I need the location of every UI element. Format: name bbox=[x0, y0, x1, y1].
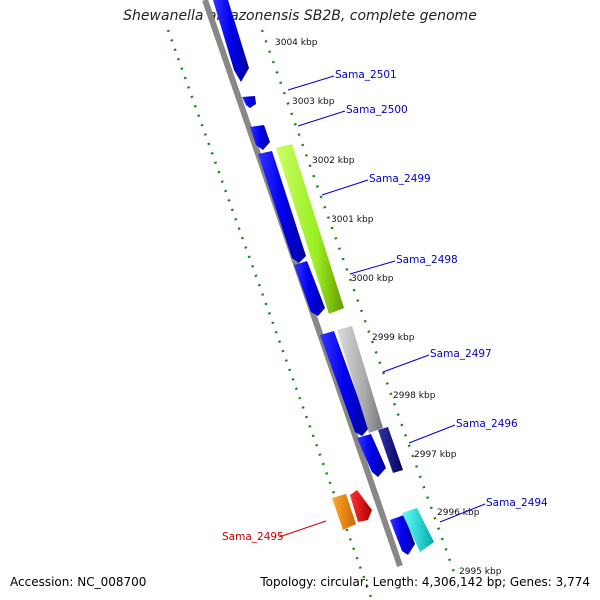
gene-label-sama-2497[interactable]: Sama_2497 bbox=[430, 348, 492, 360]
tick-label: 3001 kbp bbox=[331, 215, 374, 225]
tick-label: 2999 kbp bbox=[372, 333, 415, 343]
gc-content-track bbox=[166, 29, 374, 600]
leader-sama-2501 bbox=[287, 75, 335, 91]
leader-sama-2500 bbox=[297, 110, 346, 127]
gene-label-sama-2501[interactable]: Sama_2501 bbox=[335, 69, 397, 81]
gene-label-leaders bbox=[278, 75, 486, 538]
leader-sama-2499 bbox=[321, 179, 369, 196]
gene-feature-sama-2499-cds[interactable] bbox=[258, 151, 306, 263]
gene-features bbox=[213, 0, 434, 555]
gene-label-sama-2496[interactable]: Sama_2496 bbox=[456, 418, 518, 430]
gene-feature-sama-2495[interactable] bbox=[332, 494, 356, 530]
leader-sama-2498 bbox=[349, 260, 396, 275]
gene-label-sama-2500[interactable]: Sama_2500 bbox=[346, 104, 408, 116]
genome-summary-text: Topology: circular; Length: 4,306,142 bp… bbox=[260, 575, 590, 589]
gene-feature-sama-2496[interactable] bbox=[378, 427, 403, 473]
leader-sama-2494 bbox=[439, 503, 486, 523]
tick-label: 2996 kbp bbox=[437, 508, 480, 518]
gene-feature-sama-2496-cds[interactable] bbox=[357, 434, 386, 477]
tick-label: 2997 kbp bbox=[414, 450, 457, 460]
gene-feature-sama-2499[interactable] bbox=[276, 144, 344, 314]
gene-feature-sama-2494[interactable] bbox=[402, 508, 434, 552]
gene-label-sama-2498[interactable]: Sama_2498 bbox=[396, 254, 458, 266]
tick-label: 3002 kbp bbox=[312, 156, 355, 166]
gene-feature-sama-2494-cds[interactable] bbox=[390, 515, 415, 555]
gene-feature-sama-2497[interactable] bbox=[337, 326, 383, 433]
gene-feature-sama-2498-cds[interactable] bbox=[294, 261, 325, 316]
gene-feature-small-1[interactable] bbox=[242, 96, 256, 108]
leader-sama-2495 bbox=[278, 520, 327, 538]
scale-tick-labels: 3004 kbp 3003 kbp 3002 kbp 3001 kbp 3000… bbox=[275, 38, 502, 577]
tick-label: 3000 kbp bbox=[351, 274, 394, 284]
gene-labels: Sama_2501 Sama_2500 Sama_2499 Sama_2498 … bbox=[222, 69, 548, 543]
gene-label-sama-2494[interactable]: Sama_2494 bbox=[486, 497, 548, 509]
accession-text: Accession: NC_008700 bbox=[10, 575, 147, 589]
gene-feature-sama-2497-cds[interactable] bbox=[320, 331, 369, 436]
gene-feature-sama-2500[interactable] bbox=[250, 125, 270, 150]
tick-label: 3003 kbp bbox=[292, 97, 335, 107]
tick-label: 2995 kbp bbox=[459, 567, 502, 577]
tick-label: 2998 kbp bbox=[393, 391, 436, 401]
leader-sama-2497 bbox=[382, 354, 430, 373]
gene-feature-red[interactable] bbox=[350, 490, 372, 522]
tick-label: 3004 kbp bbox=[275, 38, 318, 48]
gene-feature-sama-2501[interactable] bbox=[213, 0, 249, 82]
gene-label-sama-2495[interactable]: Sama_2495 bbox=[222, 531, 284, 543]
leader-sama-2496 bbox=[408, 424, 456, 444]
gene-label-sama-2499[interactable]: Sama_2499 bbox=[369, 173, 431, 185]
